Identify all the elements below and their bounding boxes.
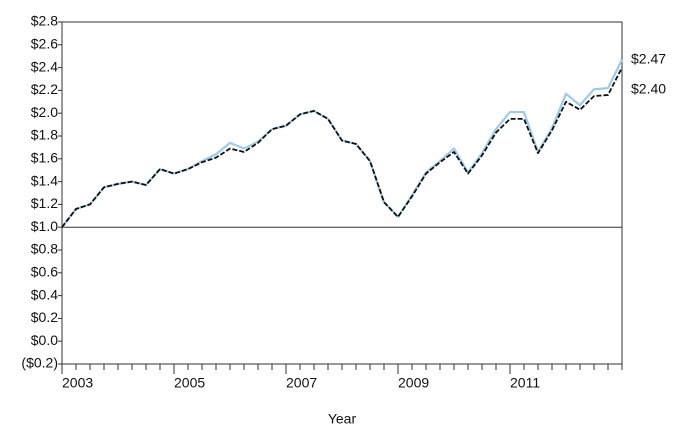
y-tick-label: $1.8 [31,127,58,143]
x-tick-label: 2007 [286,375,317,391]
y-tick-label: $1.0 [31,218,58,234]
y-tick-label: $2.2 [31,81,58,97]
plot-frame [61,21,623,365]
y-tick-label: ($0.2) [21,355,58,371]
value-label: $2.40 [631,80,666,96]
x-axis-label: Year [328,411,357,427]
y-tick-label: $0.4 [31,286,58,302]
y-tick-label: $1.6 [31,150,58,166]
y-tick-label: $0.0 [31,332,58,348]
series-line [61,67,623,228]
y-tick-label: $2.8 [31,13,58,29]
y-tick-label: $0.6 [31,264,58,280]
y-tick-label: $0.2 [31,309,58,325]
y-tick-label: $2.0 [31,104,58,120]
x-tick-label: 2011 [510,375,540,391]
y-tick-label: $2.4 [31,58,58,74]
y-tick-label: $2.6 [31,36,58,52]
y-tick-label: $0.8 [31,241,58,257]
series-line [61,59,623,228]
x-tick-label: 2003 [62,375,93,391]
value-label: $2.47 [631,50,666,66]
y-tick-label: $1.4 [31,172,58,188]
y-tick-label: $1.2 [31,195,58,211]
x-tick-label: 2005 [174,375,205,391]
x-tick-label: 2009 [398,375,429,391]
